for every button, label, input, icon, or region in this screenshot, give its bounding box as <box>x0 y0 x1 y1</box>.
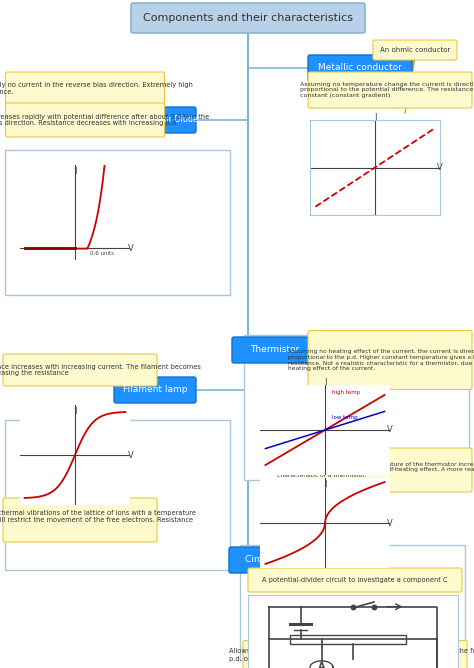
high temp <box>263 461 268 469</box>
Text: The resistance increases with increasing current. The filament becomes
hotter, i: The resistance increases with increasing… <box>0 363 201 377</box>
Text: 0.6 units: 0.6 units <box>90 251 114 257</box>
FancyBboxPatch shape <box>114 107 196 133</box>
Text: Metallic conductor: Metallic conductor <box>318 63 402 73</box>
Text: Circuit used: Circuit used <box>245 556 299 564</box>
FancyBboxPatch shape <box>240 545 465 660</box>
low temp <box>301 433 307 441</box>
Line: low temp: low temp <box>265 411 384 449</box>
Text: A: A <box>318 663 325 668</box>
FancyBboxPatch shape <box>243 641 467 668</box>
FancyBboxPatch shape <box>308 72 472 108</box>
Text: V: V <box>387 426 393 434</box>
Text: Assuming no heating effect of the current, the current is directly
proportional : Assuming no heating effect of the curren… <box>288 349 474 371</box>
Text: Filament lamp: Filament lamp <box>123 385 187 395</box>
Text: V: V <box>128 450 134 460</box>
Text: Components and their characteristics: Components and their characteristics <box>143 13 353 23</box>
Text: Virtually no current in the reverse bias direction. Extremely high
resistance.: Virtually no current in the reverse bias… <box>0 81 192 94</box>
high temp <box>283 449 289 457</box>
FancyBboxPatch shape <box>5 420 230 570</box>
low temp <box>283 438 289 446</box>
Line: high temp: high temp <box>265 395 384 465</box>
FancyBboxPatch shape <box>131 3 365 33</box>
Text: Semiconductor Diode: Semiconductor Diode <box>111 116 199 124</box>
high temp <box>303 438 309 446</box>
Text: V: V <box>128 244 133 253</box>
Text: Assuming no temperature change the current is directly
proportional to the poten: Assuming no temperature change the curre… <box>300 81 474 98</box>
FancyBboxPatch shape <box>232 337 318 363</box>
Text: Increased thermal vibrations of the lattice of ions with a temperature
increase : Increased thermal vibrations of the latt… <box>0 510 196 530</box>
Text: I: I <box>374 113 376 122</box>
high temp <box>337 417 343 425</box>
Text: V: V <box>387 518 393 528</box>
FancyBboxPatch shape <box>6 103 164 137</box>
high temp <box>297 441 302 449</box>
high temp <box>293 444 299 452</box>
low temp <box>337 422 343 430</box>
FancyBboxPatch shape <box>373 40 457 60</box>
FancyBboxPatch shape <box>114 377 196 403</box>
low temp <box>263 445 268 453</box>
Text: As the current increases, the temperature of the thermistor increases, and
the r: As the current increases, the temperatur… <box>277 462 474 478</box>
low temp <box>293 435 299 443</box>
Text: V: V <box>438 163 443 172</box>
FancyBboxPatch shape <box>308 55 412 81</box>
Text: low temp: low temp <box>331 415 357 420</box>
Bar <box>290 635 405 644</box>
Text: Allows a full range of potential difference to be applied, from 0 V to the full
: Allows a full range of potential differe… <box>229 649 474 661</box>
FancyBboxPatch shape <box>3 498 157 542</box>
Text: I: I <box>324 480 326 488</box>
FancyBboxPatch shape <box>5 150 230 295</box>
FancyBboxPatch shape <box>3 354 157 386</box>
FancyBboxPatch shape <box>248 568 462 592</box>
Text: An ohmic conductor: An ohmic conductor <box>380 47 450 53</box>
Text: A potential-divider circuit to investigate a component C: A potential-divider circuit to investiga… <box>262 577 448 583</box>
Text: Thermistor: Thermistor <box>250 345 300 355</box>
low temp <box>382 407 387 415</box>
FancyBboxPatch shape <box>6 72 164 104</box>
Text: high temp: high temp <box>331 390 360 395</box>
FancyBboxPatch shape <box>308 448 472 492</box>
FancyBboxPatch shape <box>244 335 469 480</box>
high temp <box>301 438 307 446</box>
Text: Current increases rapidly with potential difference after about 0.6 V in the
for: Current increases rapidly with potential… <box>0 114 209 126</box>
low temp <box>297 434 302 442</box>
Text: I: I <box>74 407 76 415</box>
FancyBboxPatch shape <box>308 331 472 389</box>
high temp <box>382 391 387 399</box>
Text: I: I <box>324 378 326 387</box>
low temp <box>303 432 309 440</box>
FancyBboxPatch shape <box>229 547 315 573</box>
Text: I: I <box>74 168 76 176</box>
